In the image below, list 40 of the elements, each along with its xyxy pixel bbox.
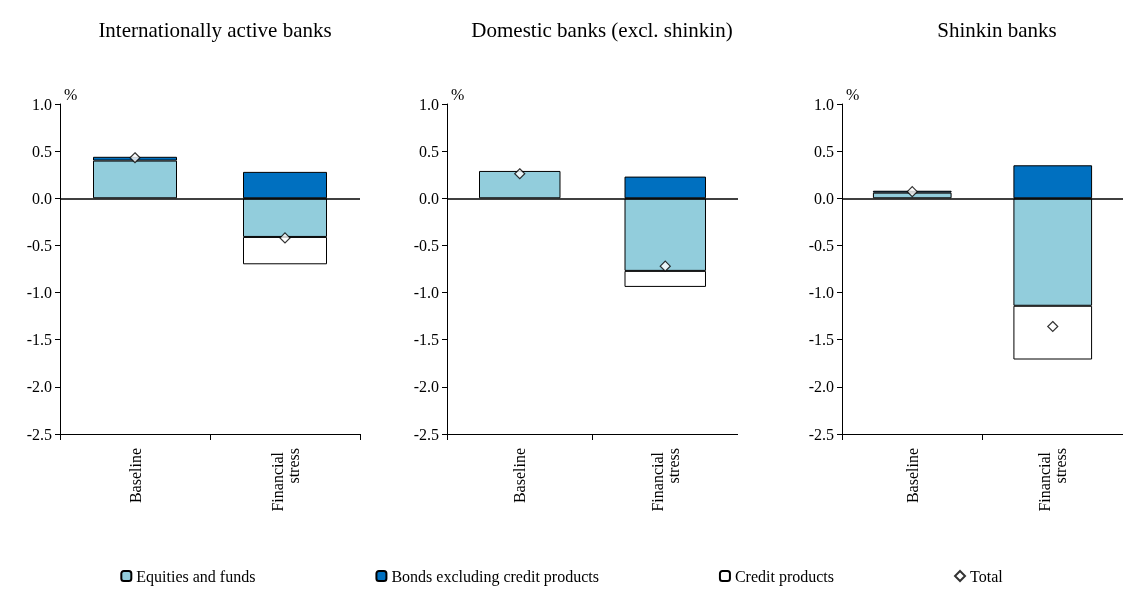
y-axis-title: % (64, 85, 78, 103)
y-tick-label: -1.5 (26, 331, 52, 349)
y-tick-label: -1.0 (413, 284, 439, 302)
chart-title: Shinkin banks (937, 17, 1057, 42)
y-tick-label: -2.0 (413, 378, 439, 396)
y-tick-label: -2.5 (808, 425, 834, 443)
y-tick-label: -2.0 (808, 378, 834, 396)
y-tick-label: -0.5 (808, 236, 834, 254)
y-tick-label: 0.0 (419, 189, 439, 207)
legend-label: Equities and funds (136, 567, 256, 586)
y-tick-label: -1.5 (413, 331, 439, 349)
x-tick-label: Baseline (126, 448, 144, 504)
x-tick-label: Financial stress (1036, 448, 1070, 512)
y-tick-label: -0.5 (26, 236, 52, 254)
y-axis-title: % (451, 85, 465, 103)
y-tick-label: -0.5 (413, 236, 439, 254)
x-tick-label: Financial stress (268, 448, 302, 512)
y-tick-label: 0.5 (419, 142, 439, 160)
x-tick-label: Baseline (903, 448, 921, 504)
y-tick-label: 1.0 (814, 95, 834, 113)
y-tick-label: 0.0 (814, 189, 834, 207)
x-tick-label: Financial stress (648, 448, 682, 512)
y-tick-label: -1.5 (808, 331, 834, 349)
legend-label: Total (970, 567, 1004, 585)
y-tick-label: 1.0 (32, 95, 52, 113)
y-tick-label: -1.0 (26, 284, 52, 302)
y-tick-label: 0.5 (814, 142, 834, 160)
y-tick-label: -1.0 (808, 284, 834, 302)
y-tick-label: 1.0 (419, 95, 439, 113)
legend-label: Credit products (734, 567, 835, 586)
y-tick-label: 0.0 (32, 189, 52, 207)
legend-label: Bonds excluding credit products (391, 567, 599, 586)
y-tick-label: -2.5 (413, 425, 439, 443)
x-tick-label: Baseline (511, 448, 529, 504)
chart-title: Internationally active banks (98, 17, 332, 42)
y-tick-label: 0.5 (32, 142, 52, 160)
y-tick-label: -2.0 (26, 378, 52, 396)
chart-title: Domestic banks (excl. shinkin) (471, 17, 733, 42)
y-axis-title: % (846, 85, 860, 103)
y-tick-label: -2.5 (26, 425, 52, 443)
